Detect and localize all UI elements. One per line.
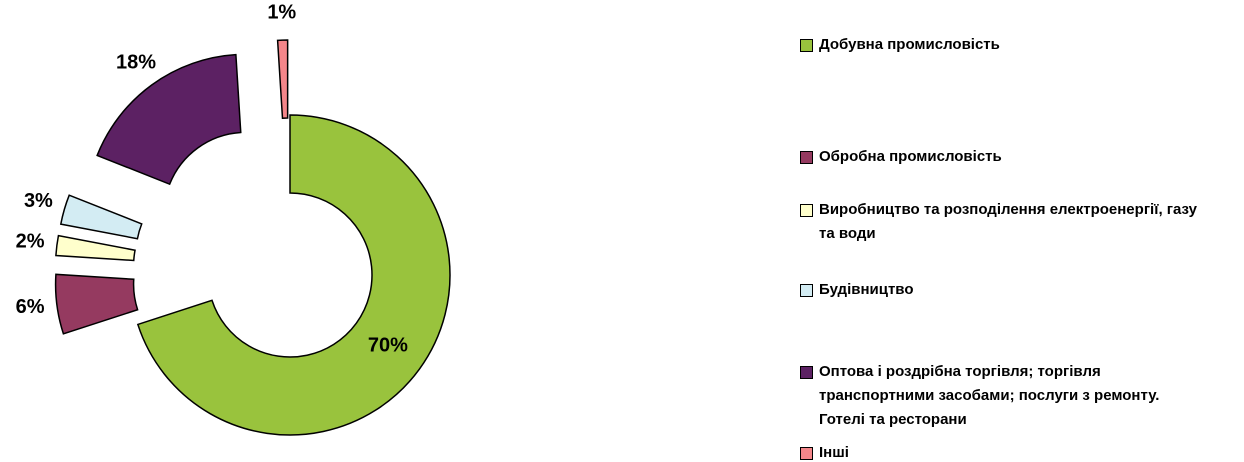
data-label: 70% bbox=[368, 334, 408, 356]
legend-label: Обробна промисловість bbox=[819, 148, 1002, 165]
data-label: 6% bbox=[16, 296, 45, 318]
donut-slice bbox=[276, 39, 289, 119]
legend-swatch bbox=[800, 366, 813, 379]
data-label: 3% bbox=[24, 190, 53, 212]
donut-slice bbox=[55, 234, 136, 262]
legend-swatch bbox=[800, 284, 813, 297]
legend-item: Виробництво та розподілення електроенерг… bbox=[800, 198, 1209, 246]
data-label: 18% bbox=[116, 51, 156, 73]
data-label: 2% bbox=[16, 230, 45, 252]
data-label: 1% bbox=[267, 1, 296, 23]
legend-label: Будівництво bbox=[819, 281, 914, 298]
legend-swatch bbox=[800, 447, 813, 460]
legend-swatch bbox=[800, 204, 813, 217]
legend-item: Обробна промисловість bbox=[800, 145, 1209, 169]
legend-item: Оптова і роздрібна торгівля; торгівля тр… bbox=[800, 360, 1209, 432]
legend-label: Добувна промисловість bbox=[819, 36, 1000, 53]
donut-slice bbox=[59, 194, 143, 240]
legend-label: Інші bbox=[819, 444, 849, 461]
legend-label: Оптова і роздрібна торгівля; торгівля тр… bbox=[819, 363, 1160, 428]
donut-slice bbox=[136, 114, 451, 436]
legend: Добувна промисловість Обробна промисловіс… bbox=[800, 0, 1220, 462]
legend-swatch bbox=[800, 151, 813, 164]
legend-item: Добувна промисловість bbox=[800, 33, 1209, 57]
legend-item: Будівництво bbox=[800, 278, 1209, 302]
legend-item: Інші bbox=[800, 441, 1209, 462]
donut-slice bbox=[96, 53, 242, 186]
legend-swatch bbox=[800, 39, 813, 52]
donut-slice bbox=[54, 273, 139, 335]
donut-chart: 70% 6% 2% 3% 18% 1% bbox=[16, 1, 451, 436]
legend-label: Виробництво та розподілення електроенерг… bbox=[819, 201, 1197, 242]
